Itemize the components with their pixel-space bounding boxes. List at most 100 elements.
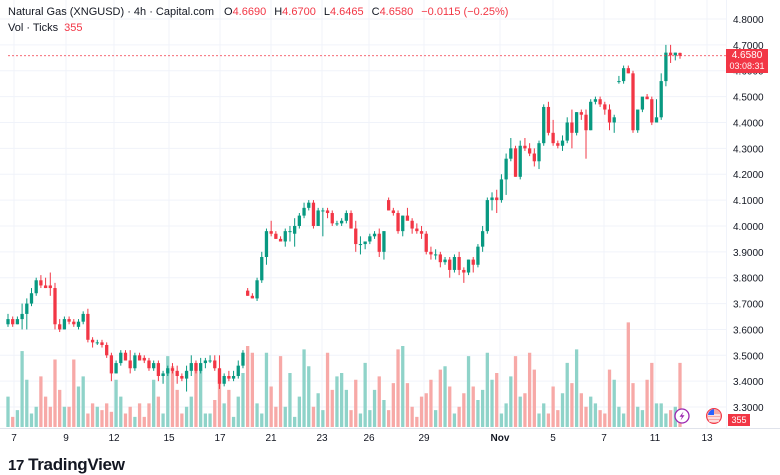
volume-bar [43,396,48,427]
volume-bar [109,411,114,427]
volume-bar [114,379,118,427]
volume-bar [598,410,602,427]
price-tick-label: 4.4000 [733,118,764,129]
candle-body [213,360,217,369]
candle-body [311,202,316,226]
candle-body [560,140,565,146]
volume-bar [546,413,551,427]
candle-body [476,246,480,265]
candle-body [288,231,292,233]
volume-bar [227,389,231,427]
volume-bar [128,406,132,427]
volume-bar [570,383,574,427]
volume-bar [452,413,457,427]
candle-body [81,313,85,322]
volume-bar [659,403,663,427]
candle-body [161,373,165,377]
volume-bar [448,386,452,427]
volume-bar [325,352,330,427]
candle-body [222,376,226,384]
candle-body [471,259,475,265]
tradingview-logo-text: TradingView [28,455,125,474]
candle-body [636,109,640,131]
volume-bar [391,383,395,427]
candle-body [53,288,57,325]
volume-bar [137,403,142,427]
close-value: 4.6580 [379,6,414,18]
us-flag-economic-event-icon[interactable] [706,408,722,424]
volume-bar [457,406,461,427]
candle-body [424,233,428,252]
volume-bar [260,413,264,427]
volume-bar [15,410,20,427]
volume-bar [76,386,81,427]
volume-bar [668,410,673,427]
volume-bar [293,416,297,427]
candle-body [330,213,334,224]
volume-bar [236,396,240,427]
volume-bar [401,346,405,427]
price-tick-label: 4.5000 [733,93,764,104]
price-tick-label: 3.5000 [733,351,764,362]
volume-bar [650,362,654,427]
volume-bar [589,396,593,427]
volume-bar [194,362,198,427]
volume-bar [203,413,208,427]
candle-body [457,257,461,270]
time-tick-label: 7 [11,433,17,444]
volume-bar [100,410,104,427]
volume-bar [307,366,311,427]
volume-bar [415,416,419,427]
candle-body [659,81,663,118]
candle-body [396,213,400,232]
volume-bar [405,383,410,427]
price-tick-label: 4.2000 [733,170,764,181]
candle-body [480,231,485,247]
tradingview-logo[interactable]: 17 TradingView [8,455,125,475]
volume-label[interactable]: Vol · Ticks [8,22,59,34]
volume-bar [551,386,555,427]
volume-bar [147,403,151,427]
volume-bar [288,373,292,427]
volume-bar [302,349,306,427]
volume-bar [612,379,616,427]
volume-bar [241,373,245,427]
volume-bars [6,322,682,427]
volume-bar [433,410,438,427]
candle-body [565,122,569,141]
candle-body [419,231,424,234]
candle-body [293,225,297,234]
legend-volume-row: Vol · Ticks 355 [8,20,508,36]
lightning-event-icon[interactable] [674,408,690,424]
candle-body [264,231,269,258]
price-tick-label: 3.8000 [733,274,764,285]
candle-body [504,158,508,180]
volume-bar [476,400,480,427]
volume-bar [466,356,471,427]
time-axis[interactable]: 7 9 12 15 17 21 23 26 29 Nov 5 7 11 13 [11,433,713,444]
candle-body [598,99,602,105]
volume-bar [617,406,621,427]
last-price-value: 4.6580 [731,50,763,61]
volume-bar [90,403,95,427]
candle-body [621,68,626,82]
candle-body [90,339,95,343]
candle-body [137,355,142,361]
candle-body [95,342,99,344]
legend-main-row: Natural Gas (XNGUSD) · 4h · Capital.com … [8,4,508,20]
candle-body [86,313,90,340]
volume-bar [485,352,489,427]
volume-bar [67,406,71,427]
candle-body [668,52,673,56]
volume-bar [664,413,668,427]
candle-body [20,313,24,320]
volume-bar [499,413,504,427]
candle-body [321,210,325,212]
symbol-title[interactable]: Natural Gas (XNGUSD) · 4h · Capital.com [8,6,214,18]
volume-bar [363,362,367,427]
volume-bar [142,416,146,427]
price-axis[interactable]: 4.80004.70004.60004.50004.40004.30004.20… [733,15,764,414]
candle-body [255,280,259,299]
